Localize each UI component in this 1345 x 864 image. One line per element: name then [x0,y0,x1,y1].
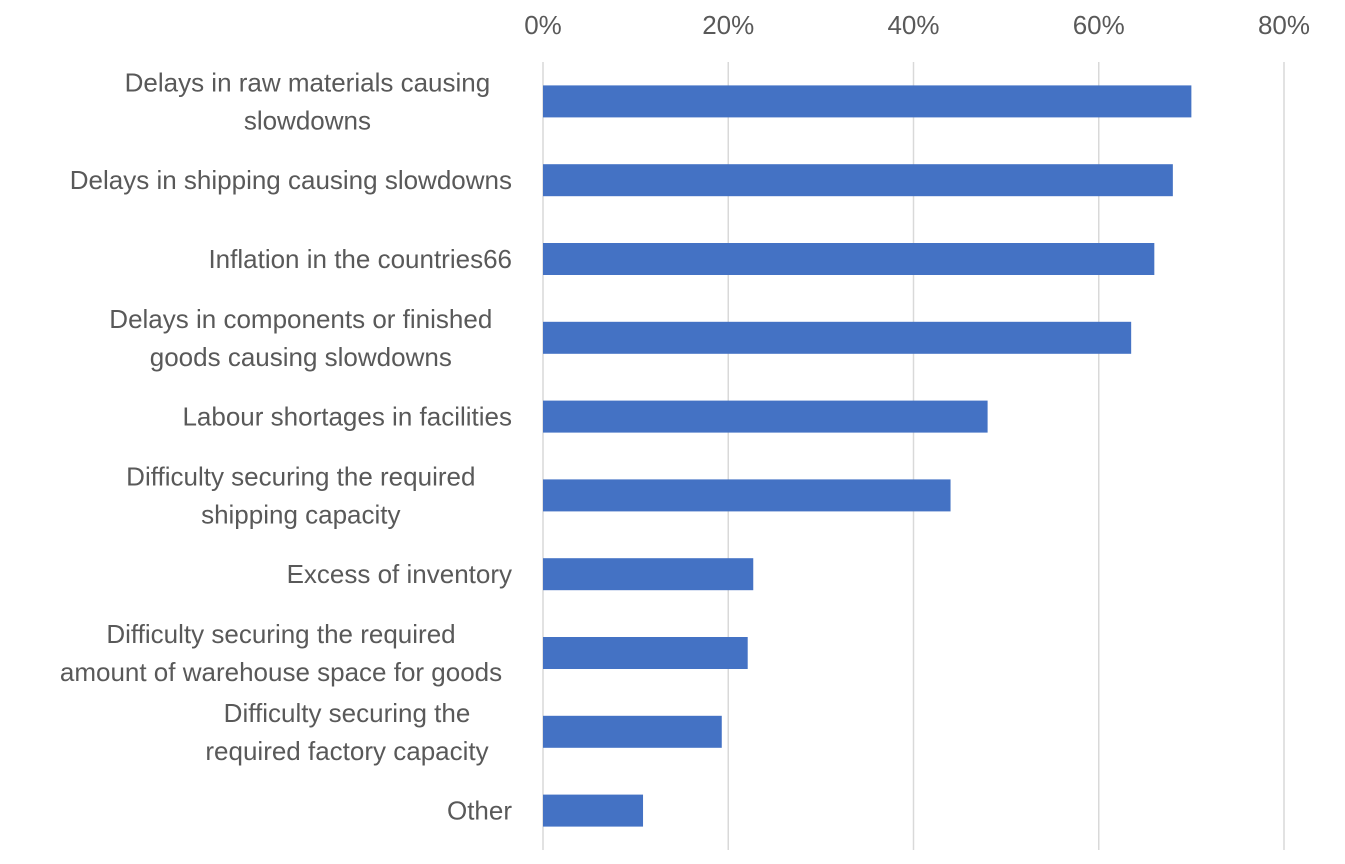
category-label-line: shipping capacity [201,499,400,529]
category-label-line: Delays in raw materials causing [125,67,491,97]
category-label-line: Labour shortages in facilities [182,402,512,432]
bar [543,794,644,827]
bar [543,479,951,512]
category-label-line: amount of warehouse space for goods [60,657,502,687]
x-axis-tick-labels: 0% 20% 40% 60% 80% [524,10,1310,40]
category-label: Excess of inventory [287,559,512,589]
x-tick-label: 0% [524,10,562,40]
category-label-line: Inflation in the countries66 [208,244,512,274]
category-label-line: Delays in components or finished [109,304,492,334]
category-label-line: Difficulty securing the [224,698,471,728]
bar [543,558,754,591]
bar [543,164,1173,197]
category-label: Labour shortages in facilities [182,402,512,432]
category-label-line: goods causing slowdowns [150,342,452,372]
bar [543,243,1155,275]
category-label-line: Excess of inventory [287,559,512,589]
category-label: Delays in components or finished goods ca… [109,304,492,372]
category-label-line: slowdowns [244,105,371,135]
category-label: Inflation in the countries66 [208,244,512,274]
category-label: Delays in raw materials causing slowdowns [125,67,491,135]
category-label-line: Other [447,796,512,826]
bars [543,85,1192,827]
x-tick-label: 80% [1258,10,1310,40]
category-label: Delays in shipping causing slowdowns [70,165,512,195]
category-label-line: required factory capacity [205,736,488,766]
x-tick-label: 20% [702,10,754,40]
category-label: Difficulty securing the required factory … [205,698,488,766]
x-tick-label: 40% [887,10,939,40]
x-tick-label: 60% [1073,10,1125,40]
bar [543,85,1192,118]
bar [543,400,988,433]
category-label: Difficulty securing the required amount o… [60,619,502,687]
y-axis-category-labels: Delays in raw materials causing slowdowns… [60,67,512,825]
category-label: Difficulty securing the required shipping… [126,461,475,529]
category-label: Other [447,796,512,826]
category-label-line: Difficulty securing the required [106,619,455,649]
bar [543,715,722,748]
category-label-line: Delays in shipping causing slowdowns [70,165,512,195]
category-label-line: Difficulty securing the required [126,461,475,491]
bar [543,321,1132,354]
bar [543,637,748,669]
